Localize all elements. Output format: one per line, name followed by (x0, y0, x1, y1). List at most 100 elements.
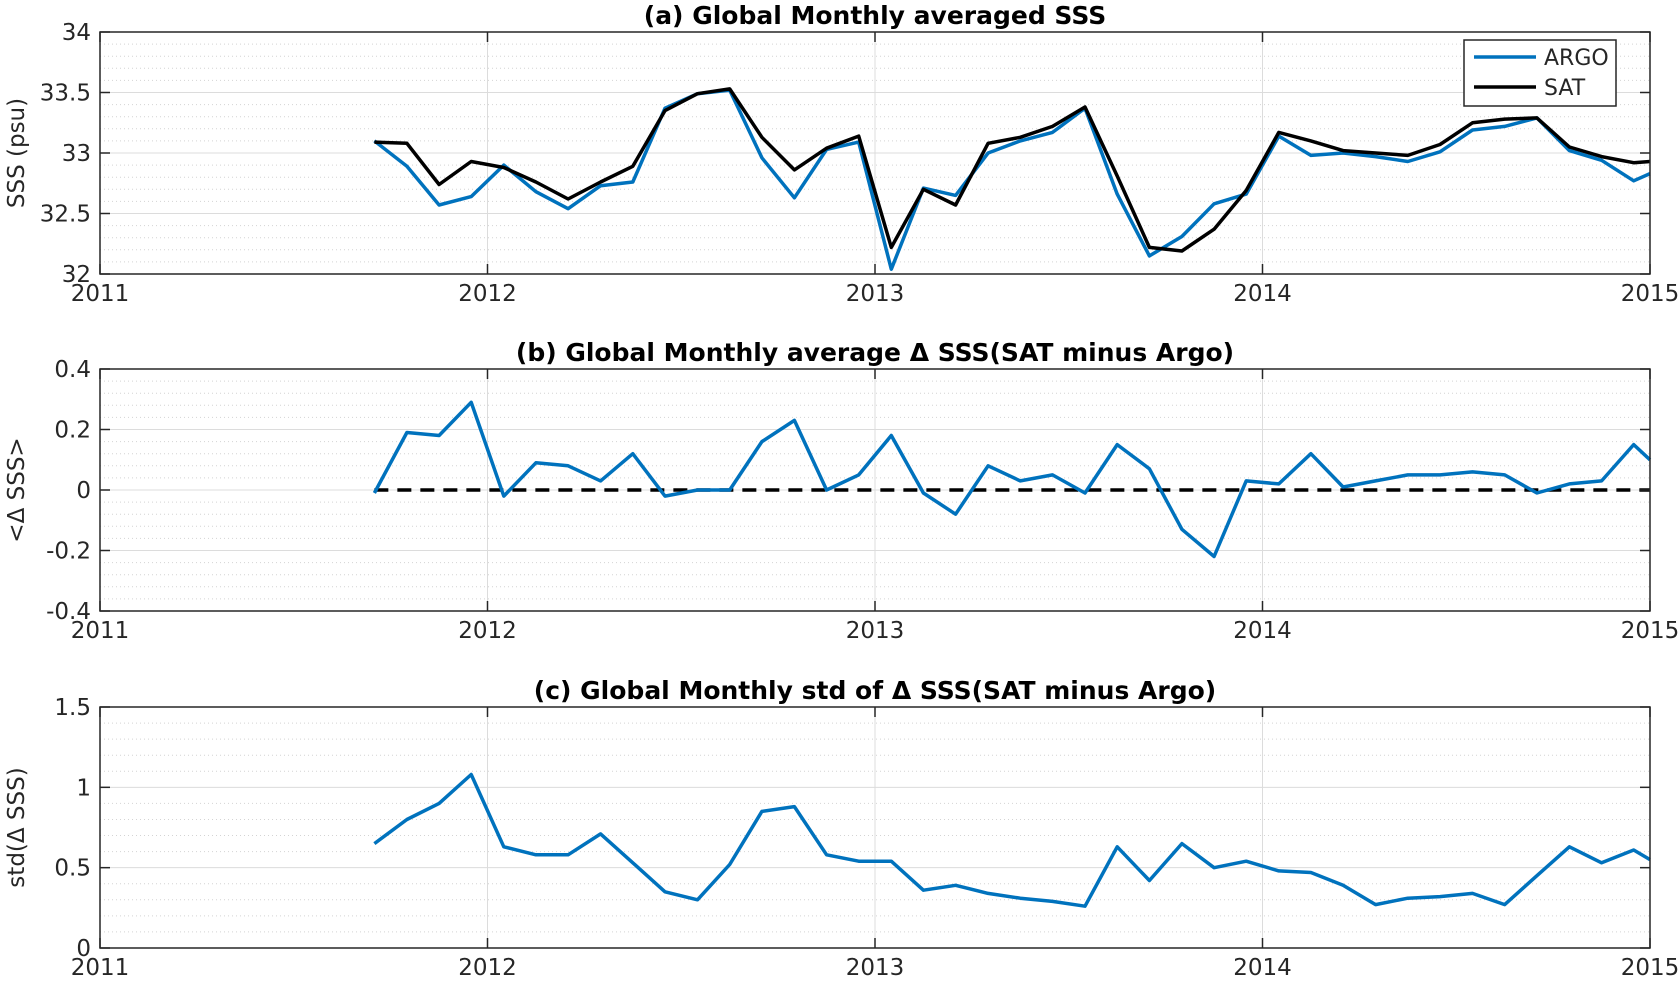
x-tick-label: 2012 (458, 281, 517, 307)
data-point (534, 853, 538, 857)
data-point (663, 109, 667, 113)
data-point (1374, 479, 1378, 483)
data-point (1632, 161, 1636, 165)
x-tick-label: 2011 (71, 955, 130, 981)
data-point (986, 151, 990, 155)
data-point (1244, 859, 1248, 863)
data-point (1406, 153, 1410, 157)
data-point (534, 461, 538, 465)
y-tick-label: 32.5 (40, 202, 91, 228)
data-point (857, 473, 861, 477)
data-point (921, 491, 925, 495)
data-point (599, 479, 603, 483)
data-point (889, 267, 893, 271)
data-point (1147, 467, 1151, 471)
data-point (825, 488, 829, 492)
data-point (1050, 130, 1054, 134)
data-point (1471, 470, 1475, 474)
data-point (1115, 192, 1119, 196)
data-point (1180, 842, 1184, 846)
data-point (825, 853, 829, 857)
legend: ARGO SAT (1463, 39, 1617, 107)
data-point (372, 140, 376, 144)
data-point (889, 859, 893, 863)
data-point (437, 801, 441, 805)
data-point (696, 92, 700, 96)
y-tick-label: 34 (62, 20, 91, 46)
data-point (1115, 845, 1119, 849)
data-point (1115, 174, 1119, 178)
data-point (921, 888, 925, 892)
data-point (1083, 105, 1087, 109)
data-point (760, 156, 764, 160)
legend-box (1463, 39, 1617, 107)
y-axis-label: std(Δ SSS) (4, 767, 30, 887)
data-point (502, 845, 506, 849)
data-point (534, 180, 538, 184)
x-tick-label: 2012 (458, 955, 517, 981)
data-point (1503, 124, 1507, 128)
data-point (1535, 116, 1539, 120)
chart-title: (a) Global Monthly averaged SSS (644, 1, 1106, 30)
data-point (1471, 121, 1475, 125)
y-tick-label: 0 (76, 478, 91, 504)
data-point (631, 861, 635, 865)
data-point (1244, 479, 1248, 483)
data-point (1050, 899, 1054, 903)
y-axis-label: <Δ SSS> (4, 437, 30, 542)
data-point (1018, 139, 1022, 143)
data-point (1147, 879, 1151, 883)
data-point (1632, 443, 1636, 447)
chart-title: (c) Global Monthly std of Δ SSS(SAT minu… (534, 676, 1216, 705)
x-tick-label: 2015 (1621, 281, 1679, 307)
data-point (889, 434, 893, 438)
data-point (1535, 491, 1539, 495)
data-point (1567, 845, 1571, 849)
data-point (954, 512, 958, 516)
data-point (1341, 485, 1345, 489)
data-point (1632, 848, 1636, 852)
y-tick-label: 0.5 (54, 856, 91, 882)
data-point (437, 203, 441, 207)
data-point (663, 890, 667, 894)
data-point (631, 452, 635, 456)
y-tick-label: 33.5 (40, 81, 91, 107)
data-point (760, 135, 764, 139)
data-point (599, 832, 603, 836)
data-point (1406, 896, 1410, 900)
data-point (857, 859, 861, 863)
chart-panel-c: 2011 2012 2013 2014 2015 0 0.5 1 1.5 (c) Global M… (4, 676, 1679, 981)
data-point (1083, 491, 1087, 495)
data-point (1018, 896, 1022, 900)
y-tick-label: 0.4 (54, 357, 91, 383)
data-point (1438, 895, 1442, 899)
chart-title: (b) Global Monthly average Δ SSS(SAT min… (516, 338, 1234, 367)
data-point (1600, 158, 1604, 162)
data-point (1147, 254, 1151, 258)
legend-label-sat: SAT (1544, 76, 1586, 101)
data-point (696, 898, 700, 902)
data-point (1115, 443, 1119, 447)
data-point (566, 197, 570, 201)
data-point (1147, 245, 1151, 249)
data-point (954, 193, 958, 197)
data-point (889, 245, 893, 249)
data-point (372, 491, 376, 495)
data-point (1212, 866, 1216, 870)
data-point (566, 464, 570, 468)
data-point (1212, 227, 1216, 231)
data-point (405, 141, 409, 145)
x-tick-label: 2011 (71, 281, 130, 307)
series-line (372, 400, 1652, 559)
data-point (1309, 452, 1313, 456)
data-point (728, 87, 732, 91)
data-point (792, 805, 796, 809)
data-point (405, 431, 409, 435)
data-point (1374, 151, 1378, 155)
data-point (1244, 189, 1248, 193)
data-point (599, 180, 603, 184)
data-point (1083, 904, 1087, 908)
data-point (1180, 249, 1184, 253)
data-point (1212, 555, 1216, 559)
